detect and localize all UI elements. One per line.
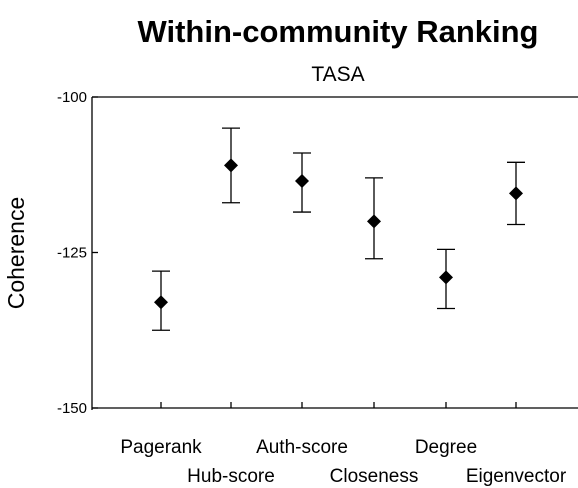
data-point-diamond bbox=[367, 214, 381, 229]
data-points bbox=[154, 158, 523, 310]
x-tick-label: Eigenvector bbox=[466, 466, 567, 487]
x-tick-label: Auth-score bbox=[256, 437, 348, 458]
data-point-diamond bbox=[295, 173, 309, 188]
y-tick-label: -150 bbox=[57, 400, 87, 417]
error-bars bbox=[152, 127, 525, 331]
y-ticks: -100 -125 -150 bbox=[57, 89, 98, 417]
axes bbox=[91, 96, 578, 410]
x-tick-label: Pagerank bbox=[120, 437, 202, 458]
y-axis-label: Coherence bbox=[3, 197, 29, 310]
chart-subtitle: TASA bbox=[311, 63, 364, 86]
x-tick-label: Hub-score bbox=[187, 466, 275, 487]
x-tick-label: Closeness bbox=[330, 466, 419, 487]
data-point-diamond bbox=[439, 270, 453, 285]
data-point-diamond bbox=[154, 295, 168, 310]
y-tick-label: -100 bbox=[57, 89, 87, 106]
y-tick-label: -125 bbox=[57, 245, 87, 262]
data-point-diamond bbox=[224, 158, 238, 173]
x-ticks: Pagerank Hub-score Auth-score Closeness Degr… bbox=[120, 402, 567, 487]
data-point-diamond bbox=[509, 186, 523, 201]
chart-title: Within-community Ranking bbox=[138, 14, 539, 49]
x-tick-label: Degree bbox=[415, 437, 477, 458]
